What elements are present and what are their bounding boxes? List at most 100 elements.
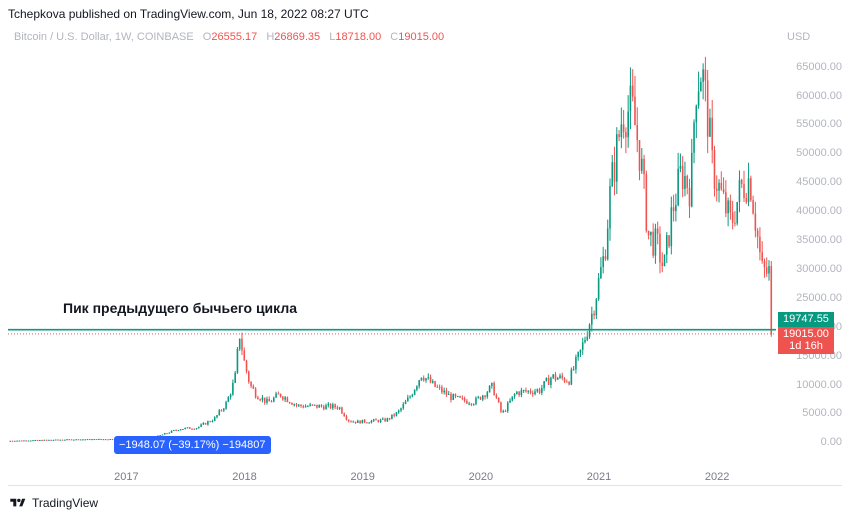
candle-body (713, 150, 716, 189)
candle-body (702, 69, 704, 82)
candle-body (622, 124, 625, 133)
candle-body (70, 439, 73, 441)
candle-body (409, 396, 411, 398)
price-axis-bg (776, 25, 842, 485)
candle-body (95, 439, 98, 441)
candle-body (522, 390, 525, 392)
candle-body (50, 439, 52, 441)
candle-body (207, 421, 209, 425)
candle-body (513, 394, 516, 397)
candle-body (322, 406, 325, 410)
candle-body (29, 440, 32, 442)
candle-body (497, 397, 500, 403)
candle-body (677, 168, 679, 206)
candle-body (175, 430, 177, 432)
candle-body (420, 377, 423, 381)
candle-body (259, 399, 261, 401)
candle-body (411, 394, 414, 397)
candle-body (9, 440, 12, 442)
candle-body (631, 85, 634, 97)
candle-body (518, 391, 520, 396)
candle-body (188, 427, 191, 429)
candle-body (654, 228, 657, 256)
symbol-legend: Bitcoin / U.S. Dollar, 1W, COINBASE O265… (14, 31, 444, 43)
candle-body (11, 440, 14, 442)
candle-body (350, 421, 352, 423)
candle-body (484, 395, 486, 397)
candle-body (613, 162, 616, 182)
candle-body (307, 406, 309, 408)
candle-body (627, 111, 629, 138)
candle-body (643, 158, 645, 175)
candle-body (625, 132, 627, 138)
candle-body (543, 381, 545, 388)
candle-body (247, 371, 250, 382)
candle-body (193, 428, 196, 430)
candle-body (538, 389, 541, 393)
close-value: 19015.00 (398, 31, 445, 43)
candle-body (429, 377, 432, 383)
candle-body (629, 85, 632, 112)
candle-body (486, 392, 489, 397)
candle-body (366, 422, 368, 424)
candle-body (59, 439, 62, 441)
candle-body (82, 439, 84, 441)
candle-body (263, 397, 266, 403)
candle-body (79, 439, 82, 441)
price-range-measure[interactable]: −1948.07 (−39.17%) −194807 (114, 436, 271, 454)
candle-body (93, 439, 96, 441)
candle-body (318, 405, 321, 408)
candle-body (34, 439, 37, 441)
candle-body (541, 387, 543, 393)
candle-body (357, 420, 359, 423)
close-key: C (390, 31, 399, 43)
candle-body (620, 124, 623, 138)
price-chart[interactable] (8, 25, 842, 485)
candle-body (686, 175, 689, 188)
candle-body (41, 439, 43, 441)
candle-body (404, 401, 407, 405)
price-axis-tick: 35000.00 (796, 234, 842, 246)
candle-body (334, 404, 336, 408)
candle-body (545, 377, 548, 382)
candle-body (450, 393, 452, 400)
last-price-tag: 19015.00 (778, 327, 834, 342)
candle-body (291, 403, 293, 405)
candle-body (434, 381, 436, 387)
candle-body (456, 396, 459, 398)
candle-body (25, 440, 27, 442)
candle-body (425, 378, 427, 381)
candle-body (416, 386, 418, 390)
candle-body (520, 390, 523, 396)
chart-area[interactable] (8, 25, 842, 486)
candle-body (213, 417, 216, 421)
candle-body (345, 416, 348, 420)
candle-body (282, 396, 284, 400)
candle-body (436, 386, 439, 388)
candle-body (697, 91, 700, 106)
time-axis-tick: 2021 (586, 471, 612, 483)
candle-body (695, 105, 698, 123)
candle-body (177, 430, 180, 432)
candle-body (102, 439, 105, 441)
open-key: O (202, 31, 212, 43)
candle-body (39, 439, 41, 441)
symbol-title: Bitcoin / U.S. Dollar, 1W, COINBASE (14, 31, 194, 43)
candle-body (354, 421, 357, 423)
candle-body (586, 336, 589, 340)
candle-body (400, 408, 402, 411)
candle-body (257, 397, 259, 400)
candle-body (295, 404, 298, 406)
candle-body (418, 380, 420, 387)
candle-body (679, 165, 682, 169)
candle-body (763, 261, 766, 268)
open-value: 26555.17 (211, 31, 258, 43)
candle-body (665, 235, 668, 255)
candle-body (736, 201, 738, 224)
candle-body (227, 397, 230, 402)
candle-body (477, 396, 480, 398)
candle-body (447, 393, 450, 395)
candle-body (168, 432, 171, 434)
candle-body (32, 440, 34, 442)
cycle-peak-annotation[interactable]: Пик предыдущего бычьего цикла (63, 300, 298, 316)
